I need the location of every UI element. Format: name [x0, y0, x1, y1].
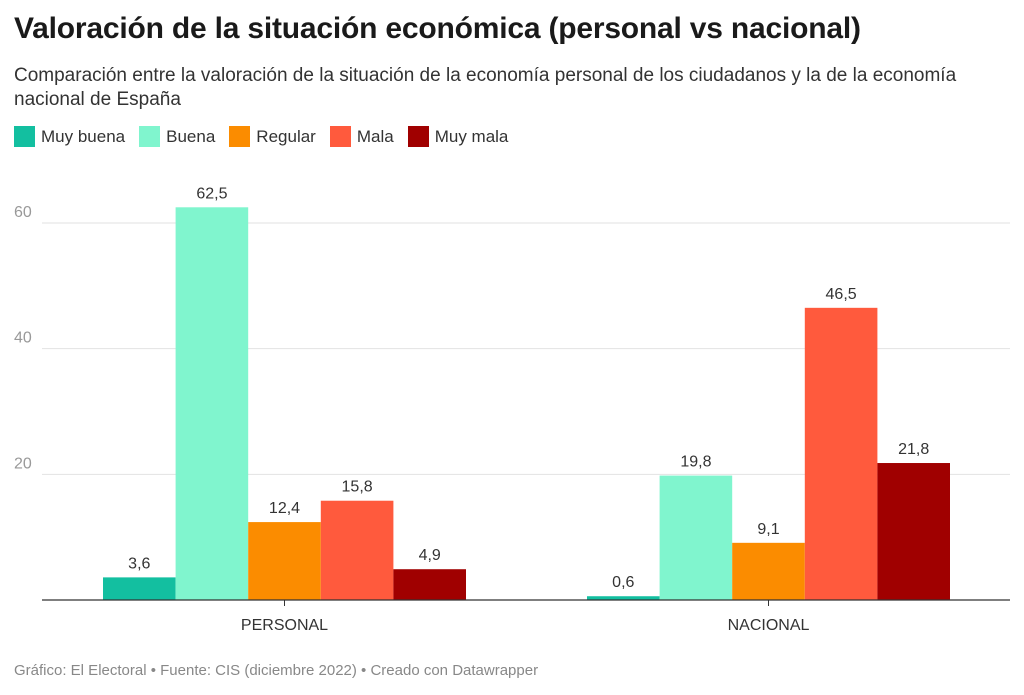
legend-label: Muy buena	[41, 126, 126, 146]
bar	[732, 542, 805, 600]
legend-label: Mala	[356, 126, 394, 146]
legend-item-muy-mala: Muy mala	[407, 126, 509, 147]
legend-swatch	[407, 126, 429, 147]
data-label: 4,9	[419, 547, 441, 564]
data-label: 19,8	[680, 454, 711, 471]
data-label: 12,4	[269, 500, 300, 517]
legend-item-buena: Buena	[139, 126, 215, 147]
bar	[103, 577, 176, 600]
y-tick-label: 20	[14, 455, 32, 472]
legend-swatch	[229, 126, 251, 147]
bar	[877, 463, 950, 600]
x-tick-label: PERSONAL	[241, 617, 328, 634]
legend-item-mala: Mala	[329, 126, 394, 147]
legend-swatch	[329, 126, 351, 147]
y-tick-label: 40	[14, 330, 32, 347]
data-label: 0,6	[612, 574, 634, 591]
chart-subtitle: Comparación entre la valoración de la si…	[14, 65, 957, 110]
chart-title: Valoración de la situación económica (pe…	[14, 12, 861, 45]
bar-chart: 20 40 60 3,6 62,5 12,4 15,8 4,9 PERSONAL 0,6 19,8 9…	[14, 185, 1010, 634]
data-label: 46,5	[826, 286, 857, 303]
bar	[175, 207, 249, 600]
data-label: 3,6	[128, 555, 150, 572]
data-label: 62,5	[196, 185, 227, 202]
bar	[587, 596, 660, 600]
legend-item-regular: Regular	[229, 126, 316, 147]
bar	[248, 522, 321, 600]
data-label: 21,8	[898, 441, 929, 458]
legend-label: Buena	[166, 126, 216, 146]
data-label: 9,1	[757, 521, 779, 538]
bar	[804, 307, 878, 600]
legend-item-muy-buena: Muy buena	[14, 126, 125, 147]
legend-label: Muy mala	[434, 126, 509, 146]
data-label: 15,8	[342, 479, 373, 496]
y-tick-label: 60	[14, 204, 32, 221]
x-tick-label: NACIONAL	[728, 617, 810, 634]
legend-label: Regular	[256, 126, 316, 146]
legend-swatch	[139, 126, 161, 147]
legend-swatch	[14, 126, 35, 147]
chart-footer: Gráfico: El Electoral • Fuente: CIS (dic…	[14, 662, 539, 679]
bar	[320, 500, 394, 600]
bar	[659, 475, 733, 600]
legend: Muy buena Buena Regular Mala Muy mala	[14, 126, 522, 147]
bar	[393, 569, 466, 600]
